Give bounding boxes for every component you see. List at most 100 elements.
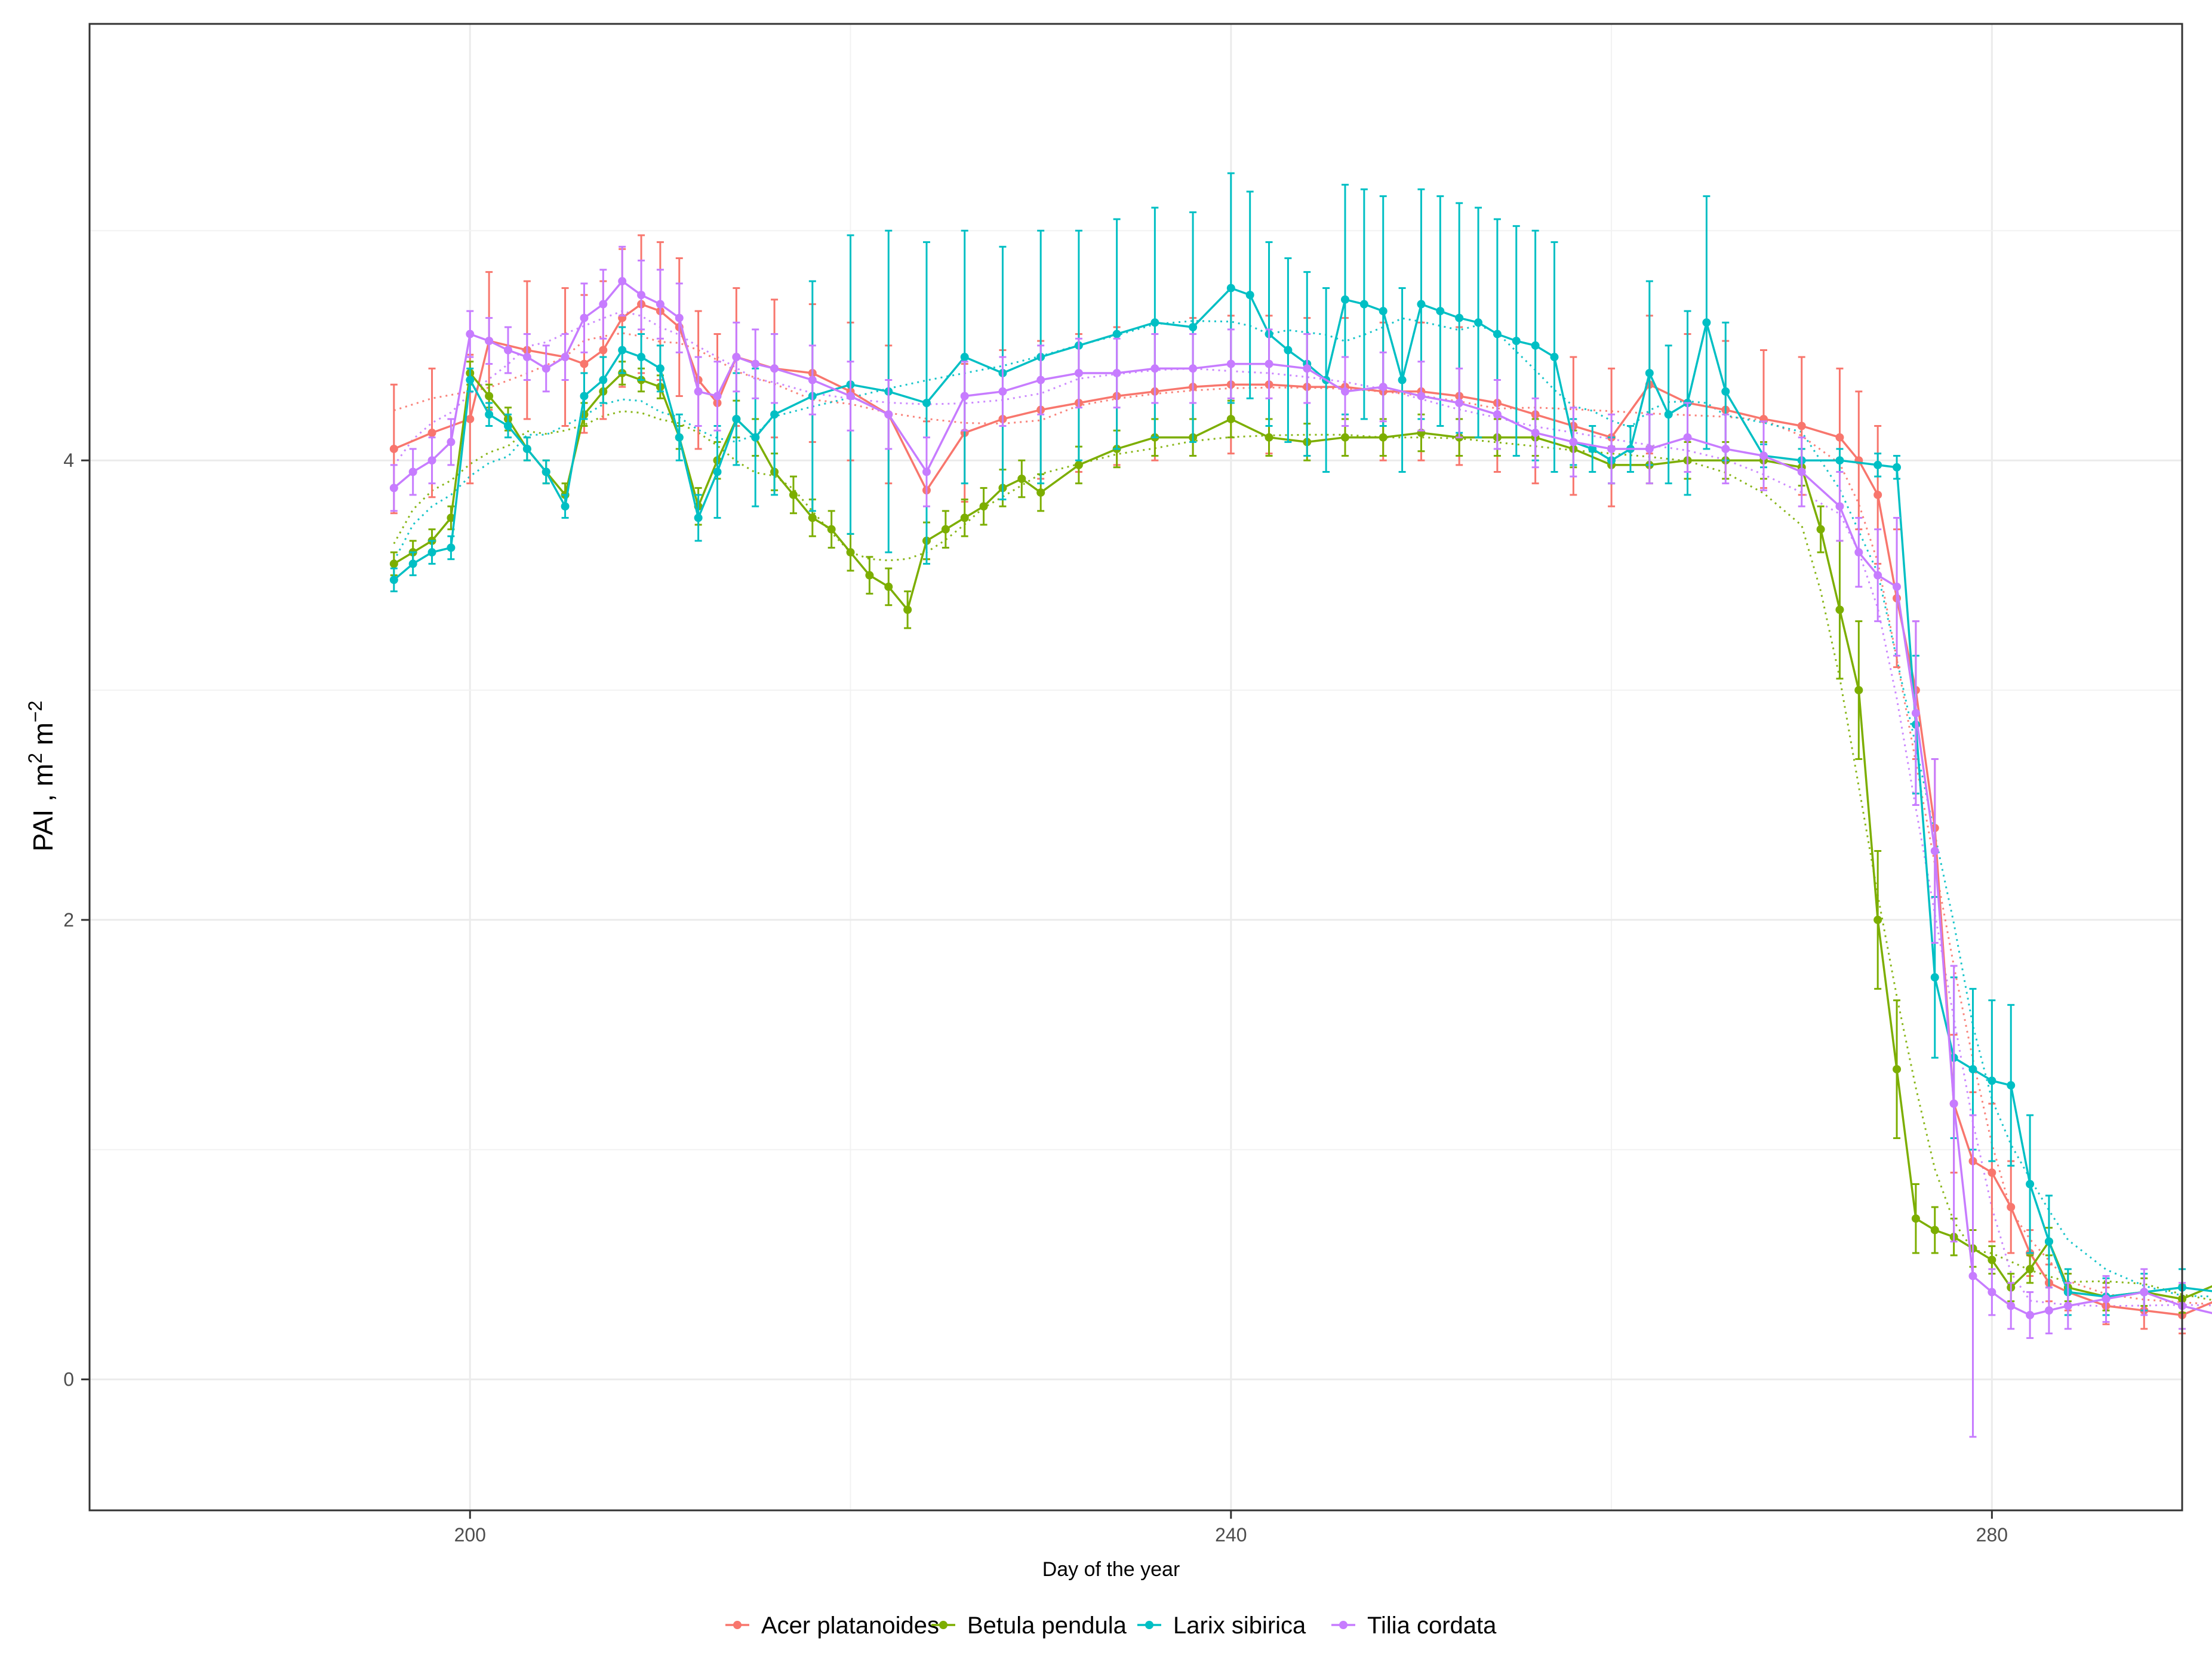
data-point: [922, 467, 931, 476]
legend-item: Tilia cordata: [1331, 1612, 1497, 1639]
data-point: [2140, 1288, 2149, 1297]
data-point: [1112, 330, 1121, 338]
data-point: [408, 467, 417, 476]
data-point: [1493, 410, 1502, 419]
data-point: [1930, 973, 1939, 982]
data-point: [485, 392, 494, 401]
data-point: [1150, 318, 1159, 327]
legend-item: Betula pendula: [931, 1612, 1127, 1639]
data-point: [1607, 444, 1616, 453]
legend-item: Acer platanoides: [725, 1612, 939, 1639]
data-point: [1835, 502, 1844, 511]
data-point: [1436, 307, 1445, 316]
data-point: [998, 387, 1007, 396]
data-point: [485, 337, 494, 346]
data-point: [1189, 323, 1198, 332]
data-point: [751, 359, 760, 368]
series-tilia-cordata: [389, 245, 2212, 1438]
data-point: [1835, 605, 1844, 614]
data-point: [1550, 353, 1559, 362]
data-point: [580, 359, 589, 368]
data-point: [941, 525, 950, 534]
data-point: [427, 429, 436, 438]
data-point: [1226, 284, 1235, 293]
data-point: [427, 548, 436, 557]
data-point: [1036, 488, 1045, 497]
data-point: [1455, 399, 1464, 408]
data-point: [522, 444, 531, 453]
y-axis-unit-2-exponent: −2: [24, 701, 46, 722]
data-point: [637, 353, 646, 362]
data-point: [1683, 433, 1692, 442]
data-point: [1816, 525, 1825, 534]
data-point: [389, 575, 398, 584]
data-point: [1854, 548, 1863, 557]
data-point: [2102, 1294, 2111, 1303]
data-point: [884, 582, 893, 591]
data-point: [1398, 375, 1407, 384]
data-point: [1379, 307, 1388, 316]
data-point: [580, 392, 589, 401]
data-point: [656, 300, 664, 309]
legend-key-point: [939, 1621, 947, 1629]
data-point: [1531, 429, 1540, 438]
data-point: [1036, 375, 1045, 384]
data-point: [504, 421, 512, 430]
data-point: [1797, 467, 1806, 476]
data-point: [1017, 475, 1026, 484]
data-point: [599, 300, 608, 309]
data-point: [846, 392, 855, 401]
data-point: [713, 467, 722, 476]
data-point: [447, 513, 456, 522]
y-axis-unit-2: m: [27, 722, 59, 745]
data-point: [694, 513, 703, 522]
data-point: [922, 399, 931, 408]
data-point: [1645, 444, 1654, 453]
data-point: [618, 277, 627, 286]
data-point: [1930, 847, 1939, 855]
data-point: [1112, 368, 1121, 377]
data-point: [884, 410, 893, 419]
data-point: [1417, 392, 1426, 401]
data-point: [1988, 1255, 1996, 1264]
panel-border: [88, 23, 2183, 1512]
data-point: [1893, 463, 1902, 472]
data-point: [485, 410, 494, 419]
data-point: [561, 353, 570, 362]
data-point: [1702, 318, 1711, 327]
series-layer: [389, 172, 2212, 1438]
data-point: [1873, 490, 1882, 499]
data-point: [542, 364, 550, 373]
data-point: [466, 375, 475, 384]
data-point: [827, 525, 836, 534]
data-point: [675, 433, 684, 442]
data-point: [2026, 1310, 2035, 1319]
data-point: [2026, 1180, 2035, 1189]
fit-line: [393, 317, 2212, 1298]
legend-label: Tilia cordata: [1367, 1612, 1497, 1639]
legend-item: Larix sibirica: [1137, 1612, 1306, 1639]
data-point: [1245, 291, 1254, 300]
data-point: [427, 456, 436, 465]
data-point: [408, 559, 417, 568]
legend-key-point: [1339, 1621, 1347, 1629]
legend-label: Larix sibirica: [1173, 1612, 1306, 1639]
fit-line: [393, 410, 2212, 1301]
data-point: [1988, 1168, 1996, 1177]
y-axis-unit: m: [27, 764, 59, 786]
x-axis: 200 240 280: [454, 1510, 2008, 1546]
data-point: [1265, 433, 1273, 442]
data-point: [1854, 686, 1863, 695]
data-point: [1512, 337, 1521, 346]
y-axis-unit-exponent: 2: [24, 753, 46, 764]
legend: Acer platanoides Betula pendula Larix sibi…: [725, 1612, 1497, 1639]
data-point: [1341, 433, 1349, 442]
data-point: [2007, 1301, 2016, 1310]
data-point: [694, 387, 703, 396]
panel-background: [90, 24, 2182, 1510]
data-point: [808, 375, 817, 384]
data-point: [1721, 387, 1730, 396]
data-point: [2063, 1301, 2072, 1310]
data-point: [1988, 1076, 1996, 1085]
